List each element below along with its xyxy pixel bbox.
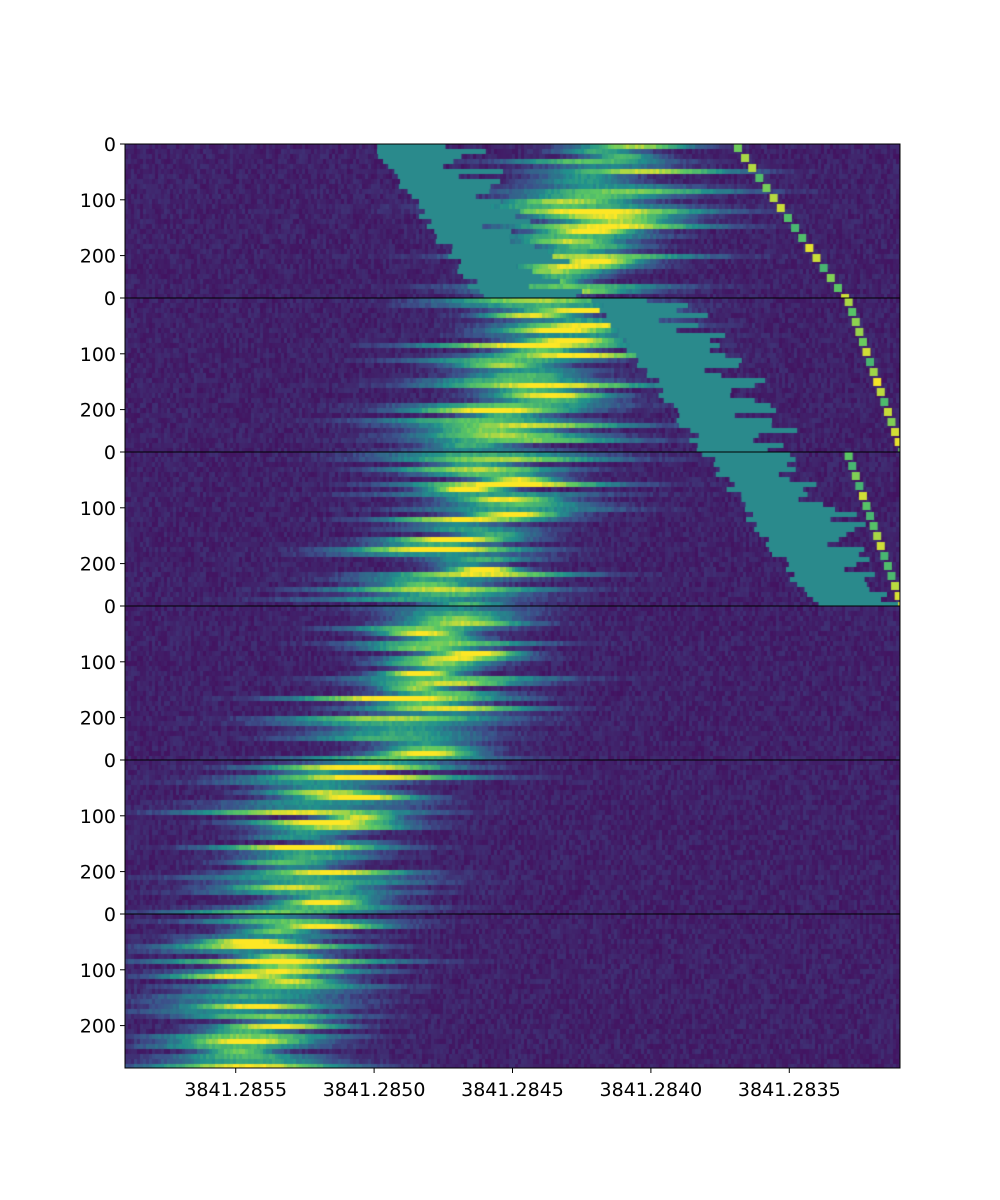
y-tick-label: 100	[80, 652, 116, 674]
y-tick-label: 200	[80, 862, 116, 884]
x-axis: 3841.2855 3841.2850 3841.2845 3841.2840 3841…	[184, 1068, 841, 1101]
x-tick-label: 3841.2850	[323, 1079, 426, 1101]
y-tick-label: 100	[80, 498, 116, 520]
y-tick-label: 0	[104, 596, 116, 618]
y-tick-label: 100	[80, 190, 116, 212]
y-tick-label: 200	[80, 400, 116, 422]
plot-area	[124, 143, 901, 1069]
y-tick-label: 0	[104, 134, 116, 156]
y-tick-label: 0	[104, 442, 116, 464]
x-tick-label: 3841.2835	[738, 1079, 841, 1101]
y-tick-label: 0	[104, 288, 116, 310]
y-axis: 0 100 200 0 100 200 0 100 200 0 100 200 0 100 200 0 100 2…	[80, 134, 125, 1038]
y-tick-label: 100	[80, 344, 116, 366]
y-tick-label: 200	[80, 1016, 116, 1038]
y-tick-label: 200	[80, 708, 116, 730]
y-tick-label: 200	[80, 554, 116, 576]
x-tick-label: 3841.2840	[600, 1079, 703, 1101]
x-tick-label: 3841.2855	[184, 1079, 287, 1101]
y-tick-label: 200	[80, 246, 116, 268]
y-tick-label: 0	[104, 904, 116, 926]
x-tick-label: 3841.2845	[461, 1079, 564, 1101]
y-tick-label: 100	[80, 960, 116, 982]
y-tick-label: 0	[104, 750, 116, 772]
y-tick-label: 100	[80, 806, 116, 828]
